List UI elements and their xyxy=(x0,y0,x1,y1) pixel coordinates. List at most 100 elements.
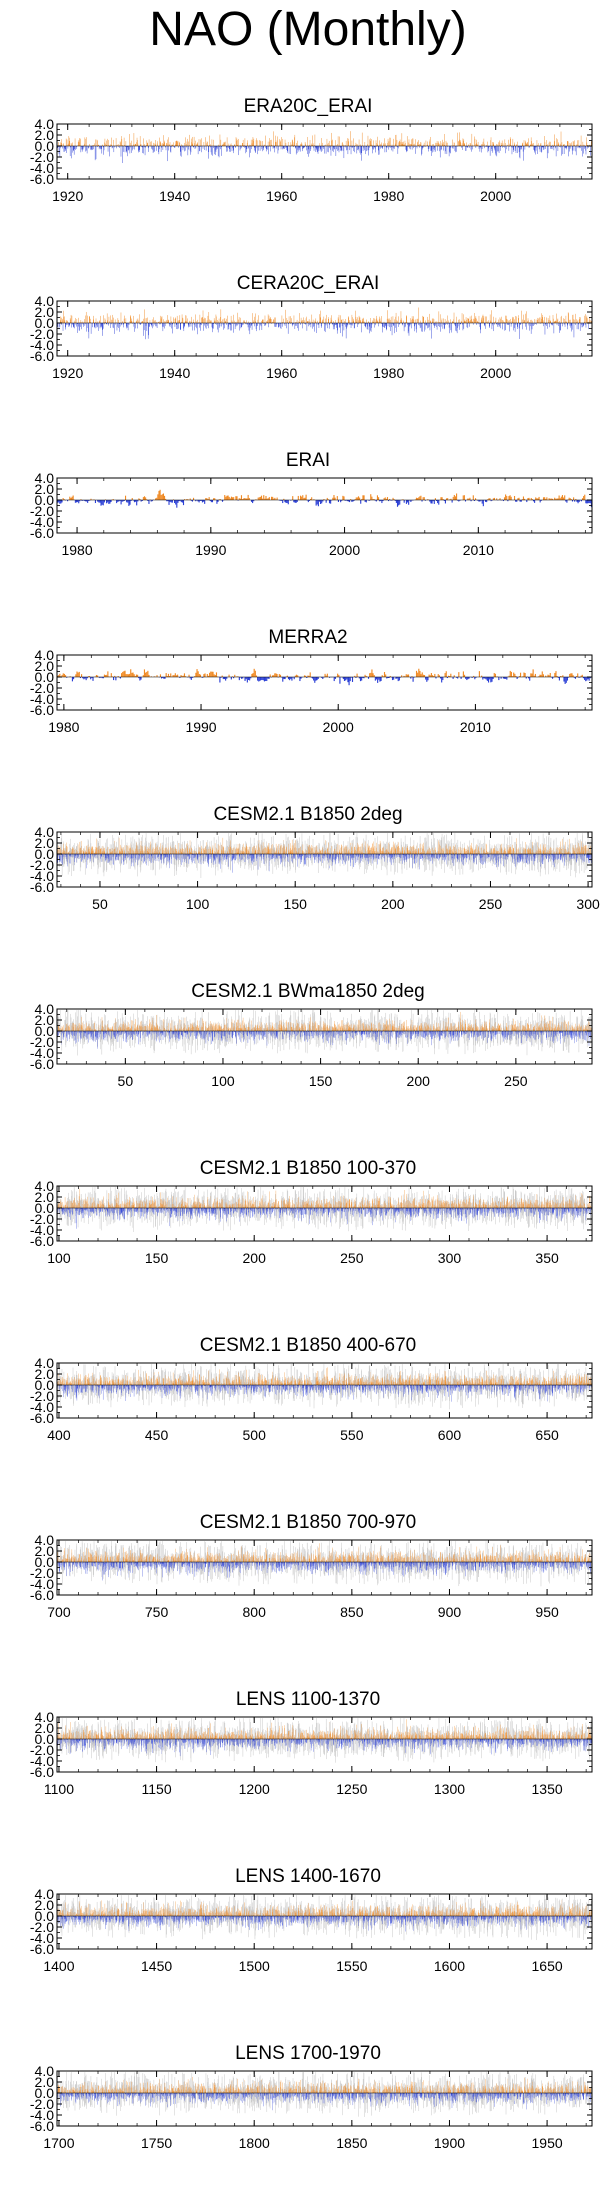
bar xyxy=(585,500,587,504)
bar xyxy=(379,677,381,682)
bar xyxy=(503,497,506,500)
bar xyxy=(142,675,144,677)
bar xyxy=(216,500,218,504)
bar xyxy=(234,674,236,677)
bar xyxy=(338,674,340,677)
bar xyxy=(356,673,358,677)
bar xyxy=(230,496,232,500)
bar xyxy=(581,498,584,500)
bar xyxy=(110,673,112,677)
bar xyxy=(558,677,560,681)
bar xyxy=(373,499,375,500)
bar xyxy=(520,500,522,502)
bar xyxy=(426,677,428,682)
bar xyxy=(578,677,580,678)
bar xyxy=(146,671,148,677)
bar xyxy=(449,675,451,677)
bar xyxy=(437,500,439,504)
bar xyxy=(557,498,559,500)
bar xyxy=(263,495,265,500)
bar xyxy=(586,677,588,681)
bar xyxy=(273,675,275,677)
bar xyxy=(156,675,158,677)
bar xyxy=(282,500,284,504)
bar xyxy=(169,675,171,677)
bar xyxy=(433,500,435,504)
bar xyxy=(307,675,309,677)
bar xyxy=(158,490,160,500)
bar xyxy=(221,500,224,502)
bar xyxy=(236,676,238,677)
bar xyxy=(164,495,166,500)
bar xyxy=(340,500,342,503)
bar xyxy=(80,499,82,500)
bar xyxy=(539,674,541,677)
x-tick-label: 1990 xyxy=(185,719,216,735)
bar xyxy=(168,500,170,505)
bar xyxy=(58,675,60,677)
bar xyxy=(311,677,314,679)
y-tick-label: 0.0 xyxy=(35,315,55,331)
bar xyxy=(246,498,248,500)
bar xyxy=(337,673,339,677)
bar xyxy=(259,496,261,500)
bar xyxy=(385,674,387,677)
bar xyxy=(165,673,167,677)
bar xyxy=(513,495,516,500)
bar xyxy=(383,498,385,500)
bar xyxy=(492,498,494,500)
bar xyxy=(260,677,262,681)
bar xyxy=(430,673,432,677)
bar xyxy=(227,495,229,500)
nao-panel-5: CESM2.1 B1850 2deg4.02.00.0-2.0-4.0-6.05… xyxy=(30,804,600,912)
bar xyxy=(194,676,196,677)
bar xyxy=(62,673,64,677)
bar xyxy=(577,500,579,504)
bar xyxy=(564,677,566,684)
bar xyxy=(475,677,477,678)
bar xyxy=(566,677,568,681)
bar xyxy=(97,500,99,502)
bar xyxy=(355,497,357,500)
x-tick-label: 1960 xyxy=(266,365,297,381)
bar xyxy=(370,494,372,500)
bar xyxy=(351,500,353,502)
bar xyxy=(308,500,311,501)
bar xyxy=(353,500,355,501)
bar xyxy=(485,677,487,680)
bar xyxy=(433,676,435,677)
bar xyxy=(362,495,364,500)
bar xyxy=(347,500,350,502)
bar xyxy=(457,677,459,679)
bar xyxy=(103,500,105,503)
y-tick-label: 0.0 xyxy=(35,492,55,508)
bar xyxy=(360,500,362,504)
bar xyxy=(295,500,297,503)
bar xyxy=(190,500,192,501)
bar xyxy=(533,675,535,677)
bar xyxy=(160,494,162,500)
bar xyxy=(377,677,379,683)
bar xyxy=(138,677,140,679)
bar xyxy=(305,494,307,500)
bar xyxy=(303,498,305,500)
bar xyxy=(481,500,483,504)
bar xyxy=(420,674,422,677)
bar xyxy=(197,671,199,677)
bar xyxy=(429,675,431,677)
bar xyxy=(376,495,378,500)
bar xyxy=(302,495,304,500)
bar xyxy=(84,500,86,502)
bar xyxy=(346,677,348,680)
bar xyxy=(477,500,479,501)
bar xyxy=(467,498,469,500)
bar xyxy=(286,675,288,677)
bar xyxy=(575,498,577,500)
bar xyxy=(542,497,545,500)
bar xyxy=(97,675,99,677)
bar xyxy=(422,497,424,500)
bar xyxy=(257,497,259,500)
bar xyxy=(562,675,564,677)
bar xyxy=(516,677,518,680)
